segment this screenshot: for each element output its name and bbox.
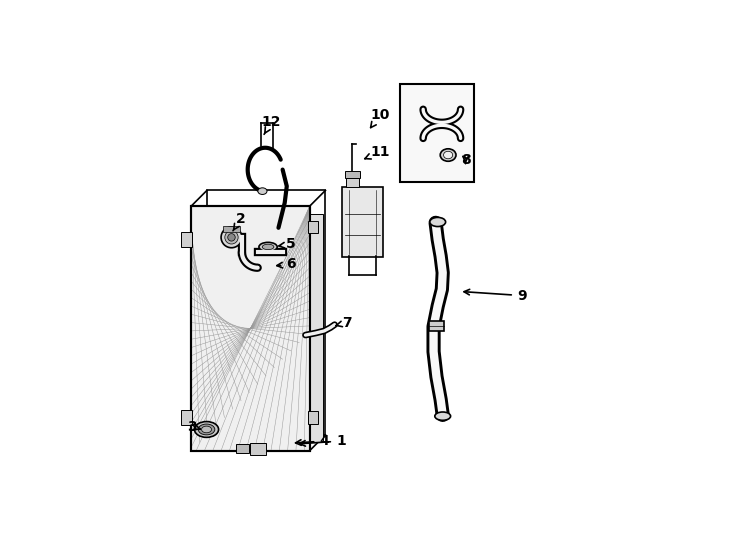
Text: 5: 5 xyxy=(279,238,296,252)
Bar xyxy=(207,191,325,435)
Text: 12: 12 xyxy=(261,115,281,134)
Bar xyxy=(310,214,324,442)
Ellipse shape xyxy=(262,244,274,249)
Text: 6: 6 xyxy=(277,258,296,272)
Bar xyxy=(181,410,192,425)
Bar xyxy=(308,411,318,424)
FancyBboxPatch shape xyxy=(342,187,383,257)
Circle shape xyxy=(228,234,235,241)
Bar xyxy=(250,443,266,455)
Ellipse shape xyxy=(259,242,277,252)
Bar xyxy=(191,206,310,451)
Ellipse shape xyxy=(202,426,211,433)
Bar xyxy=(236,444,249,453)
Ellipse shape xyxy=(443,151,453,159)
Ellipse shape xyxy=(440,149,456,161)
Ellipse shape xyxy=(430,218,446,227)
Bar xyxy=(429,321,443,331)
Text: 8: 8 xyxy=(461,153,470,167)
Bar xyxy=(181,232,192,247)
Text: 2: 2 xyxy=(233,212,246,231)
Ellipse shape xyxy=(198,424,215,435)
Bar xyxy=(308,221,318,233)
Bar xyxy=(191,206,310,451)
Text: 10: 10 xyxy=(371,107,390,127)
Text: 9: 9 xyxy=(464,288,526,302)
Circle shape xyxy=(225,231,238,244)
Text: 3: 3 xyxy=(188,420,200,434)
Text: 1: 1 xyxy=(299,434,346,448)
Text: 4: 4 xyxy=(296,434,329,448)
Bar xyxy=(223,226,240,232)
Ellipse shape xyxy=(258,188,267,194)
Ellipse shape xyxy=(195,422,219,437)
Bar xyxy=(400,84,474,182)
Text: 7: 7 xyxy=(336,315,352,329)
Bar xyxy=(346,178,359,187)
Text: 11: 11 xyxy=(365,145,390,159)
Ellipse shape xyxy=(435,412,451,420)
Circle shape xyxy=(221,227,242,248)
Bar xyxy=(344,171,360,178)
